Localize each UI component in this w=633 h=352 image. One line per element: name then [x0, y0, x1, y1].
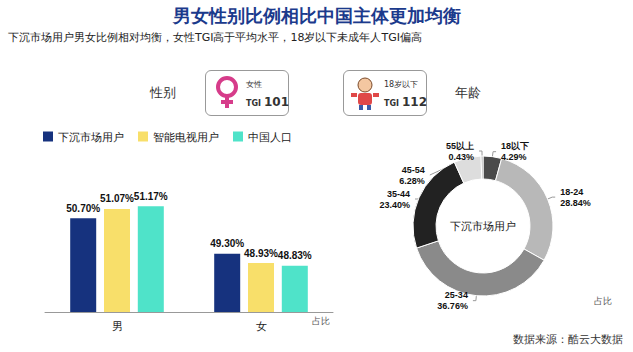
svg-text:智能电视用户: 智能电视用户 — [153, 131, 219, 143]
svg-text:50.70%: 50.70% — [66, 203, 100, 214]
svg-text:36.76%: 36.76% — [437, 301, 468, 311]
svg-text:18-24: 18-24 — [560, 187, 583, 197]
html-text:性别: 性别 — [150, 85, 176, 100]
svg-text:51.07%: 51.07% — [100, 193, 134, 204]
html-text:女性: 女性 — [246, 80, 262, 89]
svg-text:占比: 占比 — [312, 316, 330, 326]
svg-text:45-54: 45-54 — [402, 165, 425, 175]
svg-text:6.28%: 6.28% — [399, 176, 425, 186]
svg-text:女: 女 — [256, 320, 267, 332]
svg-text:25-34: 25-34 — [445, 290, 468, 300]
svg-text:49.30%: 49.30% — [210, 238, 244, 249]
html-text:男女性别比例相比中国主体更加均衡: 男女性别比例相比中国主体更加均衡 — [172, 5, 461, 26]
svg-text:中国人口: 中国人口 — [248, 131, 292, 143]
svg-text:4.29%: 4.29% — [501, 152, 527, 162]
svg-text:48.83%: 48.83% — [278, 250, 312, 261]
html-text:TGI 112: TGI 112 — [384, 95, 428, 109]
svg-text:0.43%: 0.43% — [448, 152, 474, 162]
html-text:下沉市场用户男女比例相对均衡，女性TGI高于平均水平，18岁: 下沉市场用户男女比例相对均衡，女性TGI高于平均水平，18岁以下未成年人TGI偏… — [8, 31, 422, 44]
svg-text:占比: 占比 — [594, 296, 612, 306]
html-text:数据来源：酷云大数据: 数据来源：酷云大数据 — [513, 333, 623, 346]
html-text:18岁以下: 18岁以下 — [384, 80, 419, 89]
svg-text:18以下: 18以下 — [501, 141, 529, 151]
svg-text:48.93%: 48.93% — [244, 248, 278, 259]
svg-text:35-44: 35-44 — [387, 189, 410, 199]
svg-text:下沉市场用户: 下沉市场用户 — [450, 220, 516, 232]
svg-text:55以上: 55以上 — [446, 141, 474, 151]
svg-text:51.17%: 51.17% — [134, 191, 168, 202]
html-text:TGI 101: TGI 101 — [246, 95, 290, 109]
html-text:年龄: 年龄 — [455, 85, 481, 100]
svg-text:28.84%: 28.84% — [560, 198, 591, 208]
svg-text:23.40%: 23.40% — [379, 200, 410, 210]
svg-text:男: 男 — [112, 320, 123, 332]
svg-text:下沉市场用户: 下沉市场用户 — [58, 131, 124, 143]
